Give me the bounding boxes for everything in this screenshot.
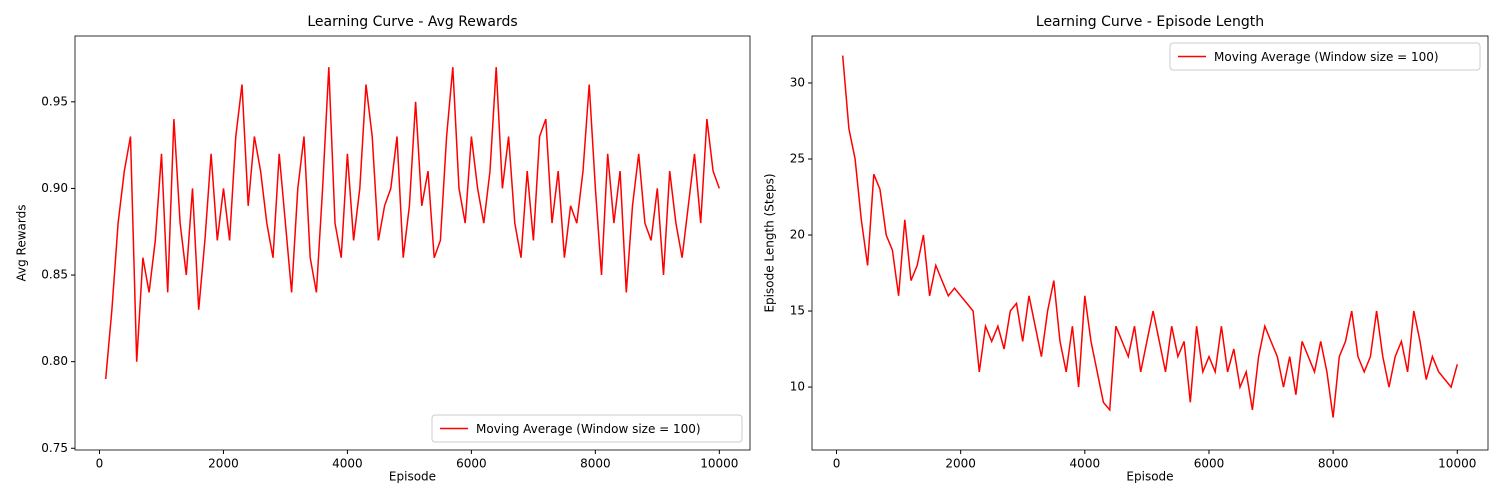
y-tick-label: 0.80 — [41, 354, 68, 368]
x-tick-label: 8000 — [1318, 457, 1349, 471]
y-tick-label: 10 — [790, 380, 805, 394]
legend-box — [1169, 42, 1481, 71]
legend-box — [431, 414, 743, 443]
legend-label: Moving Average (Window size = 100) — [1214, 50, 1439, 64]
y-tick-label: 0.95 — [41, 94, 68, 108]
x-tick-label: 8000 — [580, 457, 611, 471]
chart-title: Learning Curve - Episode Length — [1036, 14, 1264, 30]
y-tick-label: 20 — [790, 228, 805, 242]
y-tick-label: 15 — [790, 304, 805, 318]
x-axis-label: Episode — [1126, 470, 1173, 484]
y-tick-label: 25 — [790, 151, 805, 165]
y-axis-label: Episode Length (Steps) — [763, 173, 777, 312]
x-tick-label: 0 — [96, 457, 104, 471]
x-tick-label: 4000 — [332, 457, 363, 471]
axes-frame — [811, 35, 1489, 451]
line-series — [104, 67, 721, 380]
x-tick-label: 6000 — [1194, 457, 1225, 471]
y-tick-label: 0.75 — [41, 441, 68, 455]
x-axis-label: Episode — [389, 470, 436, 484]
x-tick-label: 4000 — [1070, 457, 1101, 471]
x-tick-label: 10000 — [700, 457, 738, 471]
x-tick-label: 6000 — [456, 457, 487, 471]
x-tick-label: 0 — [833, 457, 841, 471]
chart-title: Learning Curve - Avg Rewards — [307, 14, 517, 30]
line-series — [841, 55, 1459, 418]
y-tick-label: 30 — [790, 75, 805, 89]
x-tick-label: 2000 — [208, 457, 239, 471]
y-tick-label: 0.90 — [41, 181, 68, 195]
axes-frame — [74, 35, 751, 451]
y-axis-label: Avg Rewards — [15, 205, 29, 282]
x-tick-label: 10000 — [1438, 457, 1476, 471]
legend-label: Moving Average (Window size = 100) — [476, 422, 701, 436]
x-tick-label: 2000 — [945, 457, 976, 471]
y-tick-label: 0.85 — [41, 268, 68, 282]
